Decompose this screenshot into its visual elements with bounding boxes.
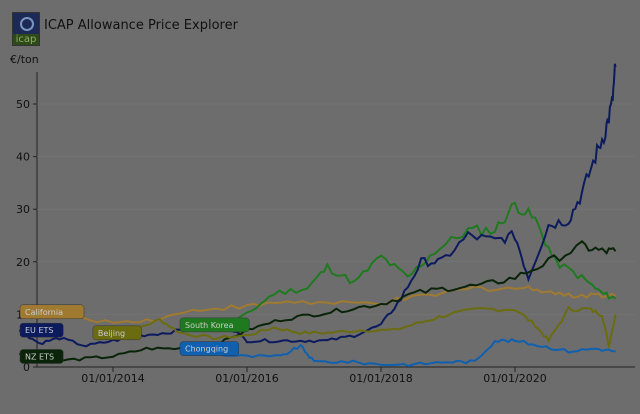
series-line-chongqing [186, 338, 616, 367]
y-tick-label: 50 [16, 98, 30, 111]
series-label-chongqing: Chongqing [185, 345, 228, 354]
series-label-eu-ets: EU ETS [25, 326, 53, 335]
series-line-eu-ets [18, 63, 617, 348]
series-label-box [179, 317, 250, 333]
y-tick-label: 30 [16, 203, 30, 216]
series-label-nz-ets: NZ ETS [25, 352, 54, 361]
series-label-box [19, 304, 85, 320]
series-label-south-korea: South Korea [185, 321, 234, 330]
series-line-beijing [106, 305, 617, 350]
x-tick-label: 01/01/2020 [483, 372, 546, 385]
page-title: ICAP Allowance Price Explorer [44, 18, 238, 33]
x-tick-label: 01/01/2014 [81, 372, 144, 385]
logo-text: icap [13, 34, 39, 45]
y-axis-label: €/ton [10, 53, 39, 66]
y-tick-label: 0 [23, 361, 30, 374]
series-line-nz-ets [19, 239, 617, 364]
series-label-box [19, 322, 64, 338]
icap-logo: icap [12, 12, 40, 46]
y-tick-label: 20 [16, 256, 30, 269]
series-label-box [179, 341, 240, 356]
series-label-california: California [25, 308, 63, 317]
series-label-beijing: Beijing [98, 329, 125, 338]
series-line-south-korea [193, 201, 617, 330]
x-tick-label: 01/01/2016 [215, 372, 278, 385]
y-tick-label: 40 [16, 151, 30, 164]
series-line-california [18, 285, 617, 324]
series-label-box [92, 325, 142, 341]
x-tick-label: 01/01/2018 [349, 372, 412, 385]
series-label-box [19, 349, 64, 364]
